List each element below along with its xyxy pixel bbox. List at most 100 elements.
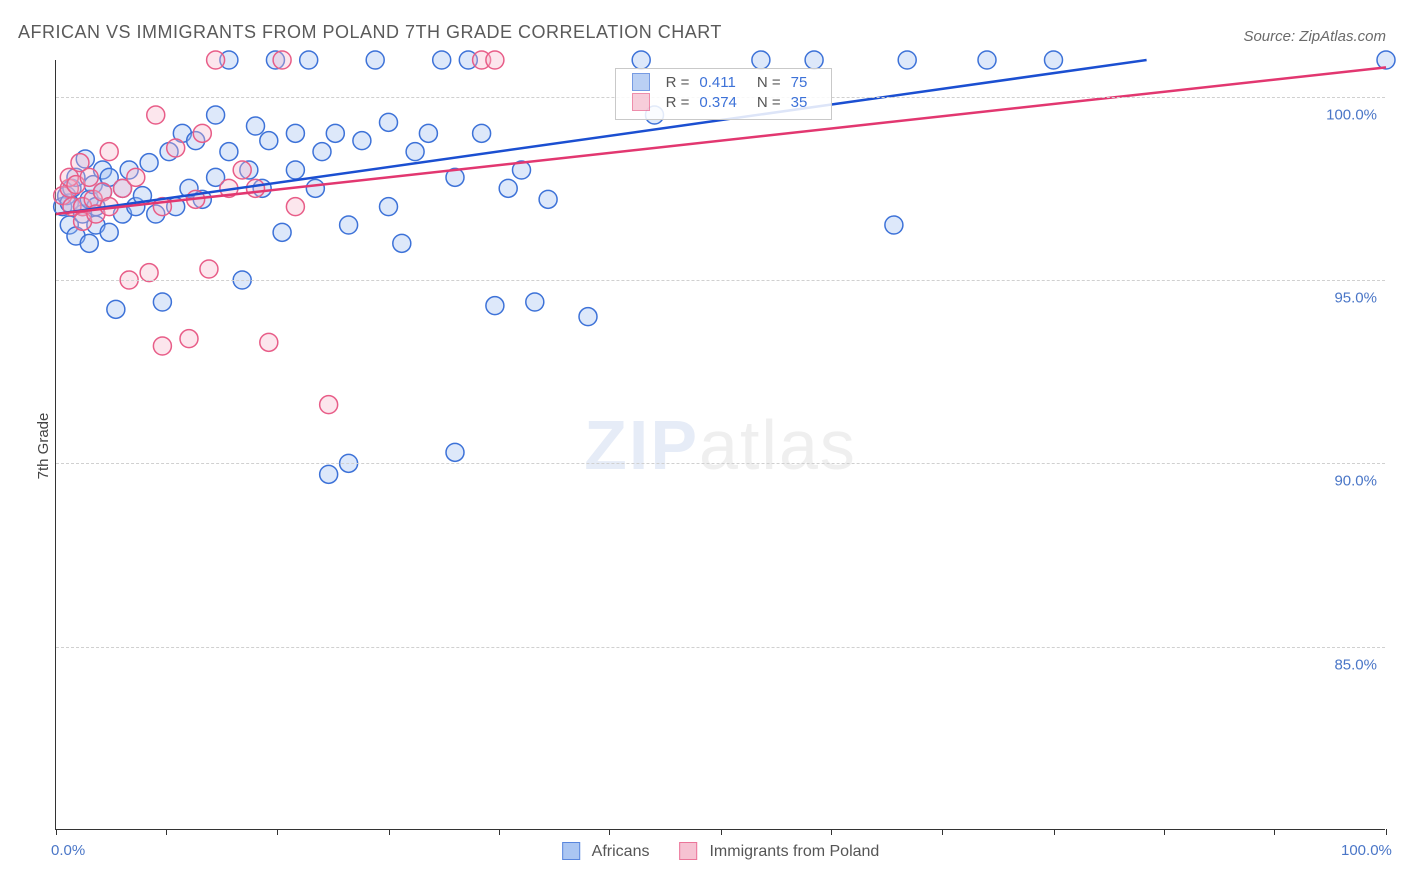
data-point[interactable] xyxy=(486,297,504,315)
x-tick xyxy=(166,829,167,835)
data-point[interactable] xyxy=(326,124,344,142)
x-tick xyxy=(277,829,278,835)
x-tick xyxy=(831,829,832,835)
data-point[interactable] xyxy=(433,51,451,69)
data-point[interactable] xyxy=(233,161,251,179)
data-point[interactable] xyxy=(380,113,398,131)
data-point[interactable] xyxy=(300,51,318,69)
data-point[interactable] xyxy=(200,260,218,278)
x-tick xyxy=(499,829,500,835)
data-point[interactable] xyxy=(153,293,171,311)
data-point[interactable] xyxy=(1045,51,1063,69)
data-point[interactable] xyxy=(207,51,225,69)
y-tick-label: 95.0% xyxy=(1334,290,1377,307)
data-point[interactable] xyxy=(978,51,996,69)
data-point[interactable] xyxy=(260,132,278,150)
data-point[interactable] xyxy=(273,223,291,241)
gridline xyxy=(56,280,1385,281)
data-point[interactable] xyxy=(147,106,165,124)
legend-n-value: 35 xyxy=(787,93,822,113)
plot-area: ZIPatlas 85.0%90.0%95.0%100.0%0.0%100.0%… xyxy=(55,60,1385,830)
data-point[interactable] xyxy=(320,465,338,483)
data-point[interactable] xyxy=(107,300,125,318)
data-point[interactable] xyxy=(286,198,304,216)
x-tick xyxy=(721,829,722,835)
data-point[interactable] xyxy=(220,143,238,161)
data-point[interactable] xyxy=(419,124,437,142)
data-point[interactable] xyxy=(526,293,544,311)
data-point[interactable] xyxy=(273,51,291,69)
legend-label: Africans xyxy=(592,843,650,861)
data-point[interactable] xyxy=(247,117,265,135)
data-point[interactable] xyxy=(286,124,304,142)
x-tick-label: 0.0% xyxy=(51,842,85,859)
data-point[interactable] xyxy=(80,234,98,252)
data-point[interactable] xyxy=(406,143,424,161)
legend-swatch xyxy=(632,73,650,91)
y-tick-label: 100.0% xyxy=(1326,106,1377,123)
legend-swatch xyxy=(562,842,580,860)
data-point[interactable] xyxy=(752,51,770,69)
data-point[interactable] xyxy=(446,443,464,461)
legend-r-label: R = xyxy=(660,73,696,93)
legend-n-value: 75 xyxy=(787,73,822,93)
y-axis-label: 7th Grade xyxy=(35,413,52,480)
data-point[interactable] xyxy=(100,223,118,241)
x-tick xyxy=(1386,829,1387,835)
legend-r-value: 0.374 xyxy=(695,93,751,113)
data-point[interactable] xyxy=(366,51,384,69)
trend-line xyxy=(56,60,1147,214)
legend-r-value: 0.411 xyxy=(695,73,751,93)
y-tick-label: 90.0% xyxy=(1334,473,1377,490)
legend-label: Immigrants from Poland xyxy=(709,843,879,861)
data-point[interactable] xyxy=(167,139,185,157)
data-point[interactable] xyxy=(193,124,211,142)
legend-item[interactable]: Immigrants from Poland xyxy=(679,843,879,861)
series-legend: Africans Immigrants from Poland xyxy=(562,843,880,861)
source-attribution: Source: ZipAtlas.com xyxy=(1243,28,1386,45)
data-point[interactable] xyxy=(306,179,324,197)
x-tick xyxy=(942,829,943,835)
data-point[interactable] xyxy=(340,216,358,234)
data-point[interactable] xyxy=(140,154,158,172)
data-point[interactable] xyxy=(286,161,304,179)
data-point[interactable] xyxy=(499,179,517,197)
chart-title: AFRICAN VS IMMIGRANTS FROM POLAND 7TH GR… xyxy=(18,22,722,43)
x-tick xyxy=(1054,829,1055,835)
legend-item[interactable]: Africans xyxy=(562,843,650,861)
gridline xyxy=(56,463,1385,464)
data-point[interactable] xyxy=(260,333,278,351)
x-tick xyxy=(1274,829,1275,835)
data-point[interactable] xyxy=(100,143,118,161)
data-point[interactable] xyxy=(579,308,597,326)
data-point[interactable] xyxy=(380,198,398,216)
data-point[interactable] xyxy=(247,179,265,197)
y-tick-label: 85.0% xyxy=(1334,656,1377,673)
data-point[interactable] xyxy=(353,132,371,150)
data-point[interactable] xyxy=(1377,51,1395,69)
data-point[interactable] xyxy=(80,168,98,186)
data-point[interactable] xyxy=(539,190,557,208)
chart-container: AFRICAN VS IMMIGRANTS FROM POLAND 7TH GR… xyxy=(0,0,1406,892)
legend-swatch xyxy=(632,93,650,111)
x-tick-label: 100.0% xyxy=(1341,842,1392,859)
data-point[interactable] xyxy=(805,51,823,69)
data-point[interactable] xyxy=(207,106,225,124)
data-point[interactable] xyxy=(127,168,145,186)
data-point[interactable] xyxy=(153,337,171,355)
data-point[interactable] xyxy=(473,124,491,142)
data-point[interactable] xyxy=(898,51,916,69)
data-point[interactable] xyxy=(393,234,411,252)
gridline xyxy=(56,647,1385,648)
data-point[interactable] xyxy=(885,216,903,234)
data-point[interactable] xyxy=(486,51,504,69)
data-point[interactable] xyxy=(180,330,198,348)
data-point[interactable] xyxy=(313,143,331,161)
legend-n-label: N = xyxy=(751,93,787,113)
chart-svg xyxy=(56,60,1385,829)
x-tick xyxy=(389,829,390,835)
data-point[interactable] xyxy=(632,51,650,69)
x-tick xyxy=(56,829,57,835)
data-point[interactable] xyxy=(140,264,158,282)
data-point[interactable] xyxy=(320,396,338,414)
